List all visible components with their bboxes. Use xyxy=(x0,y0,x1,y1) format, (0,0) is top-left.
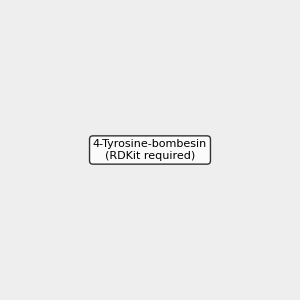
Text: 4-Tyrosine-bombesin
(RDKit required): 4-Tyrosine-bombesin (RDKit required) xyxy=(93,139,207,161)
